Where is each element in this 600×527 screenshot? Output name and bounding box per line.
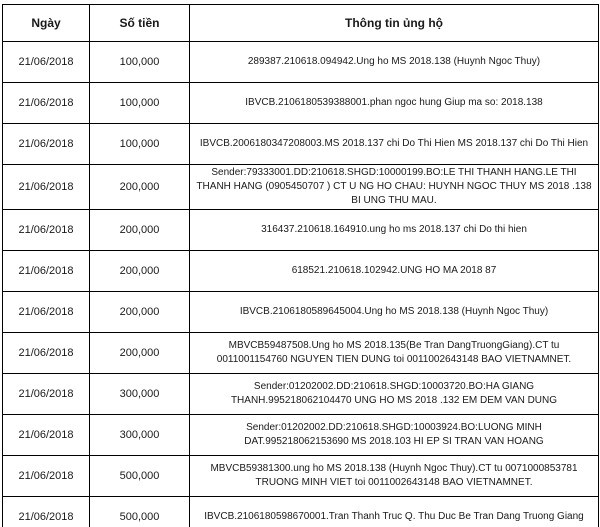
cell-amount: 200,000 (89, 164, 190, 210)
cell-date: 21/06/2018 (2, 123, 90, 165)
cell-date: 21/06/2018 (2, 250, 90, 292)
cell-amount: 200,000 (89, 332, 190, 374)
cell-donation-info: 316437.210618.164910.ung ho ms 2018.137 … (189, 209, 599, 251)
table-row: 21/06/2018 200,000 MBVCB59487508.Ung ho … (2, 332, 599, 374)
cell-date: 21/06/2018 (2, 455, 90, 497)
cell-amount: 300,000 (89, 414, 190, 456)
cell-donation-info: IBVCB.2006180347208003.MS 2018.137 chi D… (189, 123, 599, 165)
cell-date: 21/06/2018 (2, 164, 90, 210)
cell-date: 21/06/2018 (2, 82, 90, 124)
cell-date: 21/06/2018 (2, 41, 90, 83)
cell-amount: 100,000 (89, 123, 190, 165)
cell-amount: 500,000 (89, 455, 190, 497)
cell-donation-info: IBVCB.2106180539388001.phan ngoc hung Gi… (189, 82, 599, 124)
table-row: 21/06/2018 500,000 IBVCB.210618059867000… (2, 496, 599, 527)
cell-date: 21/06/2018 (2, 332, 90, 374)
cell-amount: 200,000 (89, 209, 190, 251)
cell-donation-info: MBVCB59487508.Ung ho MS 2018.135(Be Tran… (189, 332, 599, 374)
cell-date: 21/06/2018 (2, 496, 90, 527)
table-row: 21/06/2018 100,000 289387.210618.094942.… (2, 41, 599, 83)
cell-donation-info: 618521.210618.102942.UNG HO MA 2018 87 (189, 250, 599, 292)
header-donation-info: Thông tin ủng hộ (189, 4, 599, 42)
table-row: 21/06/2018 200,000 316437.210618.164910.… (2, 209, 599, 251)
header-date: Ngày (2, 4, 90, 42)
table-row: 21/06/2018 100,000 IBVCB.200618034720800… (2, 123, 599, 165)
cell-amount: 300,000 (89, 373, 190, 415)
page: { "colors": { "border": "#000000", "text… (0, 4, 600, 527)
cell-date: 21/06/2018 (2, 291, 90, 333)
cell-amount: 100,000 (89, 41, 190, 83)
table-header: Ngày Số tiền Thông tin ủng hộ (2, 4, 599, 42)
cell-donation-info: IBVCB.2106180598670001.Tran Thanh Truc Q… (189, 496, 599, 527)
table-row: 21/06/2018 200,000 IBVCB.210618058964500… (2, 291, 599, 333)
table-row: 21/06/2018 300,000 Sender:01202002.DD:21… (2, 373, 599, 415)
donation-table: Ngày Số tiền Thông tin ủng hộ 21/06/2018… (2, 4, 599, 527)
cell-date: 21/06/2018 (2, 209, 90, 251)
cell-amount: 100,000 (89, 82, 190, 124)
table-row: 21/06/2018 100,000 IBVCB.210618053938800… (2, 82, 599, 124)
cell-donation-info: MBVCB59381300.ung ho MS 2018.138 (Huynh … (189, 455, 599, 497)
table-row: 21/06/2018 500,000 MBVCB59381300.ung ho … (2, 455, 599, 497)
cell-donation-info: 289387.210618.094942.Ung ho MS 2018.138 … (189, 41, 599, 83)
cell-date: 21/06/2018 (2, 373, 90, 415)
header-row: Ngày Số tiền Thông tin ủng hộ (2, 4, 599, 42)
cell-amount: 500,000 (89, 496, 190, 527)
table-row: 21/06/2018 300,000 Sender:01202002.DD:21… (2, 414, 599, 456)
cell-amount: 200,000 (89, 291, 190, 333)
cell-donation-info: Sender:79333001.DD:210618.SHGD:10000199.… (189, 164, 599, 210)
header-amount: Số tiền (89, 4, 190, 42)
cell-donation-info: Sender:01202002.DD:210618.SHGD:10003924.… (189, 414, 599, 456)
table-row: 21/06/2018 200,000 Sender:79333001.DD:21… (2, 164, 599, 210)
cell-donation-info: Sender:01202002.DD:210618.SHGD:10003720.… (189, 373, 599, 415)
table-body: 21/06/2018 100,000 289387.210618.094942.… (2, 41, 599, 527)
cell-date: 21/06/2018 (2, 414, 90, 456)
cell-donation-info: IBVCB.2106180589645004.Ung ho MS 2018.13… (189, 291, 599, 333)
table-row: 21/06/2018 200,000 618521.210618.102942.… (2, 250, 599, 292)
cell-amount: 200,000 (89, 250, 190, 292)
